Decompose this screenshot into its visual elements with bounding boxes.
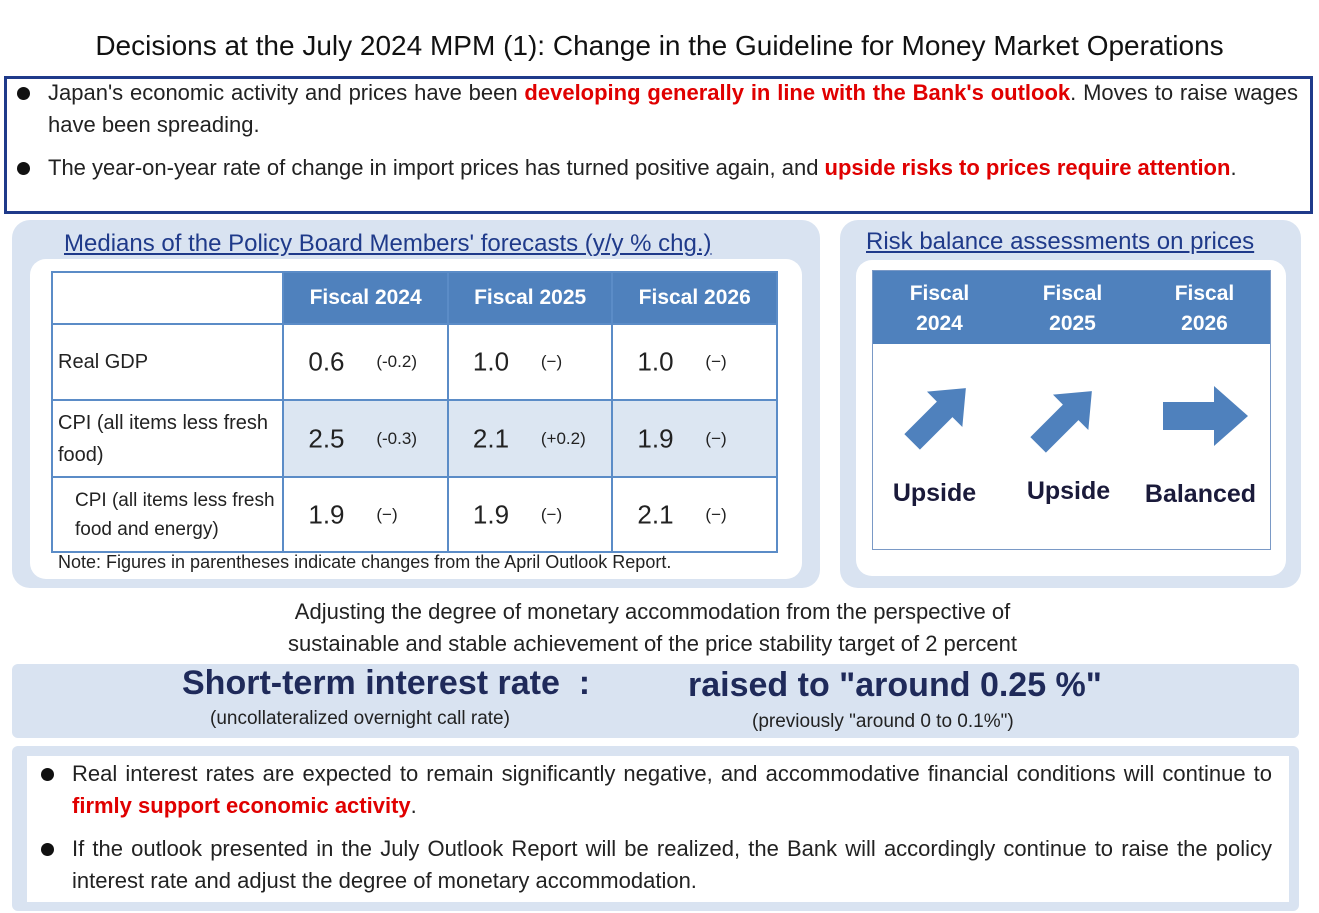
risk-label-2025: Upside [1026, 477, 1111, 505]
risk-col-fiscal-2025: Fiscal 2025 [1042, 282, 1103, 335]
rationale-bullet-1: Real interest rates are expected to rema… [41, 758, 1272, 822]
bullet-icon [41, 768, 54, 781]
row-label-real-gdp: Real GDP [50, 323, 285, 401]
risk-title: Risk balance assessments on prices [866, 228, 1255, 255]
adjustment-statement: Adjusting the degree of monetary accommo… [288, 599, 1017, 656]
risk-table: Fiscal 2024 Fiscal 2025 Fiscal 2026 Upside … [872, 270, 1271, 550]
row-label-core-cpi: CPI (all items less fresh food and energ… [50, 476, 285, 553]
table-cell: 2.1 (+0.2) [446, 399, 614, 478]
arrow-up-right-icon [1030, 391, 1092, 453]
forecast-table: Fiscal 2024 Fiscal 2025 Fiscal 2026 Real… [50, 271, 778, 553]
table-cell: 1.9 (−) [282, 476, 449, 553]
arrow-right-icon [1163, 386, 1248, 446]
table-row: Real GDP 0.6 (-0.2) 1.0 (−) 1.0 (−) [50, 323, 778, 401]
table-cell: 1.0 (−) [611, 323, 778, 401]
table-cell: 1.9 (−) [611, 399, 778, 478]
bullet-icon [41, 843, 54, 856]
bullet-icon [17, 87, 30, 100]
risk-label-2026: Balanced [1144, 480, 1257, 508]
table-row: CPI (all items less fresh food and energ… [50, 476, 778, 553]
risk-col-fiscal-2024: Fiscal 2024 [909, 282, 970, 335]
rate-label: Short-term interest rate : [182, 664, 591, 702]
table-cell: 2.1 (−) [611, 476, 778, 553]
summary-bullet-1: Japan's economic activity and prices hav… [17, 77, 1298, 141]
forecast-title: Medians of the Policy Board Members' for… [64, 230, 712, 257]
risk-col-fiscal-2026: Fiscal 2026 [1174, 282, 1235, 335]
table-cell: 1.9 (−) [446, 476, 614, 553]
summary-box [4, 76, 1313, 214]
policy-rate-bar: Short-term interest rate : (uncollateral… [12, 664, 1299, 738]
rate-value: raised to "around 0.25 %" [688, 666, 1102, 704]
rationale-bullet-2: If the outlook presented in the July Out… [41, 833, 1272, 897]
table-cell: 2.5 (-0.3) [282, 399, 449, 478]
risk-label-2024: Upside [892, 479, 977, 507]
risk-header: Fiscal 2024 Fiscal 2025 Fiscal 2026 [873, 271, 1270, 344]
table-cell: 1.0 (−) [446, 323, 614, 401]
table-row: CPI (all items less fresh food) 2.5 (-0.3… [50, 399, 778, 478]
header-fiscal-2026: Fiscal 2026 [611, 271, 778, 325]
header-fiscal-2025: Fiscal 2025 [446, 271, 614, 325]
row-label-cpi: CPI (all items less fresh food) [50, 399, 285, 478]
rate-previous: (previously "around 0 to 0.1%") [752, 711, 1014, 732]
page-title: Decisions at the July 2024 MPM (1): Chan… [95, 30, 1224, 61]
forecast-note: Note: Figures in parentheses indicate ch… [58, 552, 672, 572]
table-cell: 0.6 (-0.2) [282, 323, 449, 401]
bullet-icon [17, 162, 30, 175]
summary-bullet-2: The year-on-year rate of change in impor… [17, 152, 1298, 184]
rationale-panel-inner [27, 756, 1289, 902]
header-fiscal-2024: Fiscal 2024 [282, 271, 449, 325]
arrow-up-right-icon [904, 388, 966, 450]
rate-label-sub: (uncollateralized overnight call rate) [210, 708, 510, 729]
